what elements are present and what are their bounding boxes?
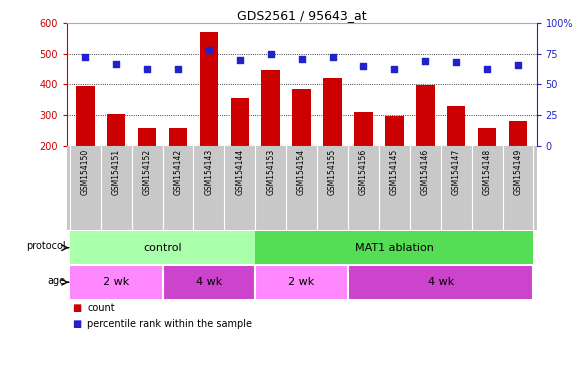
Point	[297, 56, 306, 62]
Bar	[255, 266, 348, 299]
Point	[328, 55, 337, 61]
Text: ■: ■	[72, 319, 82, 329]
Bar	[292, 89, 311, 146]
Bar	[138, 128, 157, 146]
Text: GSM154152: GSM154152	[143, 149, 151, 195]
Title: GDS2561 / 95643_at: GDS2561 / 95643_at	[237, 9, 367, 22]
Bar	[70, 266, 162, 299]
Bar	[200, 32, 218, 146]
Text: GSM154153: GSM154153	[266, 149, 275, 195]
Text: 2 wk: 2 wk	[103, 277, 129, 287]
Bar	[416, 85, 434, 146]
Text: GSM154147: GSM154147	[452, 149, 461, 195]
Bar	[107, 114, 125, 146]
Text: control: control	[143, 243, 182, 253]
Bar	[348, 266, 534, 299]
Point	[359, 63, 368, 69]
Point	[390, 65, 399, 71]
Point	[204, 47, 213, 53]
Text: GSM154150: GSM154150	[81, 149, 90, 195]
Bar	[162, 266, 255, 299]
Bar	[262, 70, 280, 146]
Text: MAT1 ablation: MAT1 ablation	[355, 243, 434, 253]
Text: percentile rank within the sample: percentile rank within the sample	[87, 319, 252, 329]
Point	[81, 55, 90, 61]
Bar	[323, 78, 342, 146]
Bar	[255, 231, 534, 264]
Text: GSM154155: GSM154155	[328, 149, 337, 195]
Text: GSM154144: GSM154144	[235, 149, 244, 195]
Bar	[385, 116, 404, 146]
Text: protocol: protocol	[26, 241, 66, 251]
Point	[483, 65, 492, 71]
Bar	[230, 98, 249, 146]
Text: 4 wk: 4 wk	[196, 277, 222, 287]
Point	[143, 65, 152, 71]
Bar	[509, 121, 527, 146]
Text: GSM154156: GSM154156	[359, 149, 368, 195]
Point	[513, 62, 523, 68]
Point	[420, 58, 430, 64]
Text: GSM154154: GSM154154	[297, 149, 306, 195]
Point	[451, 59, 461, 65]
Text: ■: ■	[72, 303, 82, 313]
Text: GSM154143: GSM154143	[204, 149, 213, 195]
Text: GSM154149: GSM154149	[513, 149, 523, 195]
Bar	[478, 128, 496, 146]
Point	[235, 57, 244, 63]
Text: GSM154148: GSM154148	[483, 149, 491, 195]
Text: count: count	[87, 303, 115, 313]
Point	[266, 51, 276, 57]
Text: age: age	[48, 275, 66, 286]
Bar	[169, 128, 187, 146]
Text: 4 wk: 4 wk	[427, 277, 454, 287]
Text: GSM154151: GSM154151	[112, 149, 121, 195]
Bar	[354, 112, 373, 146]
Text: GSM154146: GSM154146	[420, 149, 430, 195]
Point	[111, 61, 121, 67]
Text: 2 wk: 2 wk	[288, 277, 315, 287]
Bar	[76, 86, 95, 146]
Text: GSM154142: GSM154142	[173, 149, 183, 195]
Point	[173, 65, 183, 71]
Bar	[70, 231, 255, 264]
Bar	[447, 106, 465, 146]
Text: GSM154145: GSM154145	[390, 149, 399, 195]
